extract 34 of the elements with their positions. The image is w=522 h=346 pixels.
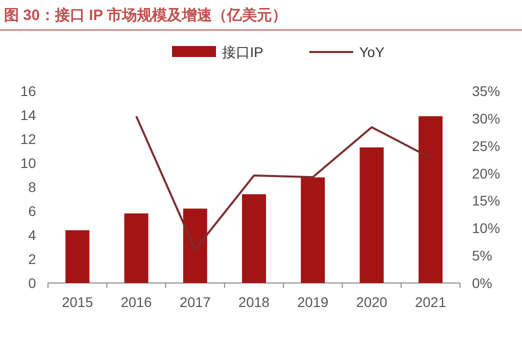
legend-label: YoY	[359, 44, 386, 60]
y2-tick-label: 15%	[472, 192, 500, 209]
x-tick-label: 2019	[297, 294, 329, 310]
y2-tick-label: 25%	[472, 138, 500, 154]
y2-tick-label: 5%	[472, 248, 492, 264]
y-tick-label: 12	[20, 131, 36, 147]
y2-tick-label: 10%	[472, 220, 500, 236]
x-tick-label: 2016	[120, 294, 152, 310]
y-tick-label: 14	[20, 107, 36, 123]
bar	[360, 147, 384, 283]
bar	[183, 208, 208, 283]
y2-tick-label: 35%	[472, 83, 500, 99]
y-tick-label: 8	[28, 179, 36, 195]
y-tick-label: 10	[20, 155, 36, 171]
y-tick-label: 2	[28, 251, 36, 267]
y-tick-label: 16	[20, 83, 36, 99]
x-tick-label: 2017	[180, 294, 211, 310]
bar	[65, 230, 90, 283]
x-tick-label: 2018	[238, 294, 270, 310]
legend-label: 接口IP	[222, 44, 264, 60]
bar	[124, 213, 148, 283]
x-tick-label: 2015	[62, 294, 94, 310]
y-tick-label: 6	[28, 203, 36, 219]
y2-tick-label: 20%	[472, 165, 500, 182]
y2-tick-label: 0%	[472, 275, 492, 291]
y-tick-label: 4	[28, 227, 36, 243]
x-tick-label: 2021	[414, 294, 446, 310]
bar	[418, 116, 443, 283]
x-tick-label: 2020	[356, 294, 388, 310]
bar	[242, 194, 266, 283]
y-tick-label: 0	[28, 275, 36, 291]
chart-title: 图 30：接口 IP 市场规模及增速（亿美元）	[4, 6, 288, 24]
bar	[300, 177, 325, 283]
y2-tick-label: 30%	[472, 110, 500, 126]
